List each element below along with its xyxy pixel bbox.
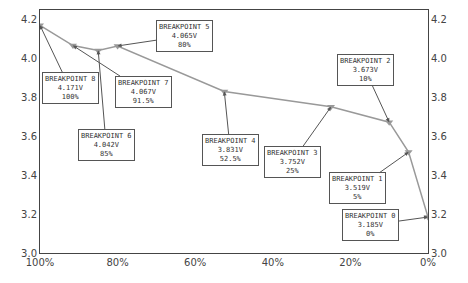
svg-text:BREAKPOINT 43.831V52.5%: BREAKPOINT 43.831V52.5% <box>205 137 256 163</box>
svg-text:3.2: 3.2 <box>431 209 447 220</box>
svg-text:BREAKPOINT 03.185V0%: BREAKPOINT 03.185V0% <box>345 212 396 238</box>
svg-text:20%: 20% <box>339 257 361 268</box>
svg-text:3.6: 3.6 <box>21 131 37 142</box>
svg-text:0%: 0% <box>420 257 436 268</box>
svg-text:4.2: 4.2 <box>21 14 37 25</box>
svg-text:3.2: 3.2 <box>21 209 37 220</box>
svg-text:BREAKPOINT 54.065V80%: BREAKPOINT 54.065V80% <box>159 23 210 49</box>
svg-text:100%: 100% <box>26 257 55 268</box>
svg-text:3.8: 3.8 <box>21 92 37 103</box>
svg-text:BREAKPOINT 23.673V10%: BREAKPOINT 23.673V10% <box>340 57 391 83</box>
svg-text:4.0: 4.0 <box>21 53 37 64</box>
svg-text:3.0: 3.0 <box>431 248 447 259</box>
svg-text:80%: 80% <box>106 257 128 268</box>
svg-text:3.6: 3.6 <box>431 131 447 142</box>
svg-text:BREAKPOINT 33.752V25%: BREAKPOINT 33.752V25% <box>267 149 318 175</box>
svg-text:BREAKPOINT 64.042V85%: BREAKPOINT 64.042V85% <box>81 132 132 158</box>
svg-text:3.8: 3.8 <box>431 92 447 103</box>
svg-text:BREAKPOINT 13.519V5%: BREAKPOINT 13.519V5% <box>332 175 383 201</box>
svg-text:3.0: 3.0 <box>21 248 37 259</box>
svg-text:BREAKPOINT 74.067V91.5%: BREAKPOINT 74.067V91.5% <box>118 79 169 105</box>
svg-text:4.0: 4.0 <box>431 53 447 64</box>
svg-text:60%: 60% <box>184 257 206 268</box>
svg-text:40%: 40% <box>262 257 284 268</box>
svg-text:4.2: 4.2 <box>431 14 447 25</box>
svg-text:3.4: 3.4 <box>431 170 447 181</box>
svg-text:3.4: 3.4 <box>21 170 37 181</box>
svg-text:BREAKPOINT 84.171V100%: BREAKPOINT 84.171V100% <box>45 75 96 101</box>
